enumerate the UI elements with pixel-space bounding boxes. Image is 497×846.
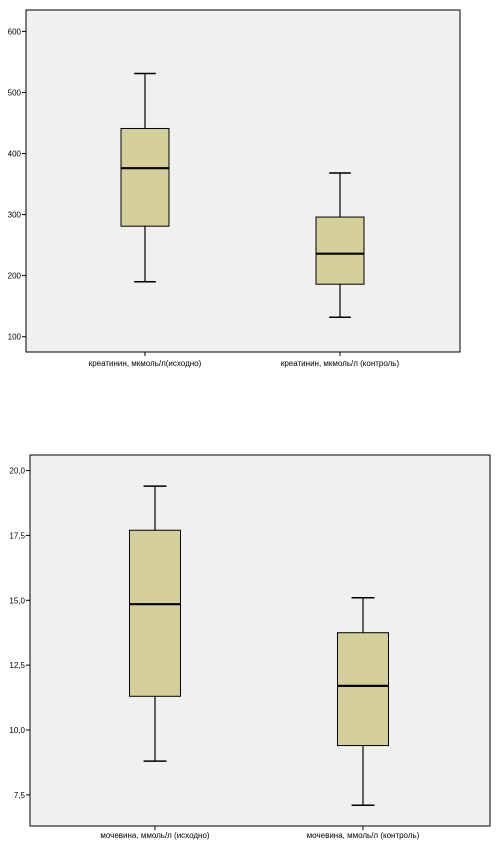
chart-1-category-label: креатинин, мкмоль/л(исходно) (89, 359, 202, 368)
chart-2-box-1 (129, 529, 181, 697)
chart-1-category-label: креатинин, мкмоль/л (контроль) (281, 359, 400, 368)
chart-2-category-label: мочевина, ммоль/л (контроль) (307, 831, 420, 840)
chart-2-y-tick-label: 10,0 (9, 726, 25, 735)
chart-1-y-tick-label: 200 (8, 272, 22, 281)
chart-1-plot-area (25, 9, 461, 353)
chart-1-box-2 (315, 216, 365, 285)
chart-1-y-tick-label: 600 (8, 27, 22, 36)
chart-1-y-tick-label: 500 (8, 88, 22, 97)
chart-1-y-tick-label: 400 (8, 150, 22, 159)
chart-2-category-label: мочевина, ммоль/л (исходно) (100, 831, 209, 840)
chart-2-y-tick-label: 7,5 (14, 791, 26, 800)
chart-2-box-2 (337, 632, 389, 747)
chart-1-y-tick-label: 300 (8, 211, 22, 220)
chart-2-y-tick-label: 17,5 (9, 531, 25, 540)
chart-2-y-tick-label: 15,0 (9, 596, 25, 605)
chart-2-y-tick-label: 20,0 (9, 467, 25, 476)
chart-1-box-1 (120, 127, 170, 227)
chart-1-y-tick-label: 100 (8, 333, 22, 342)
chart-2-y-tick-label: 12,5 (9, 661, 25, 670)
chart-2-plot-area (29, 454, 491, 827)
